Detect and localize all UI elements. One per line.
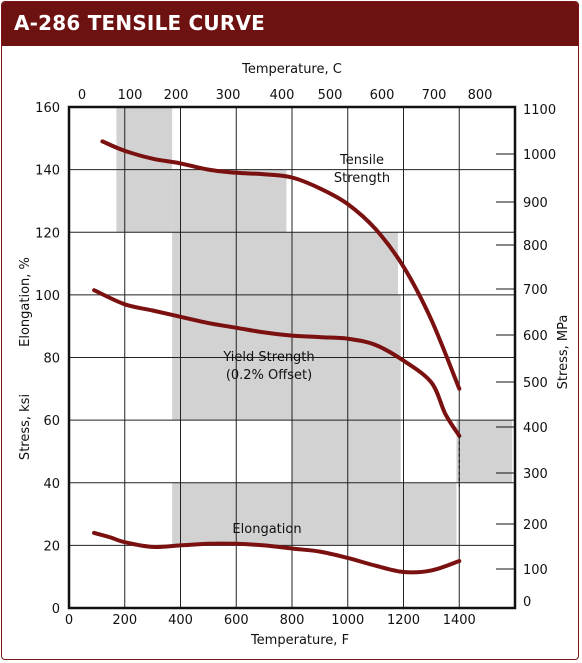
x-top-tick-label: 100 — [118, 88, 143, 103]
shaded-region — [172, 169, 287, 233]
y-left-tick-label: 0 — [52, 602, 60, 617]
y-right-tick-label: 0 — [523, 595, 531, 610]
x-bottom-tick-label: 200 — [112, 613, 137, 628]
y-right-tick-label: 300 — [523, 467, 548, 482]
annotation-tensile-strength: Strength — [334, 171, 390, 186]
y-left-tick-label: 60 — [43, 414, 60, 429]
plot-border — [67, 105, 517, 610]
x-bottom-tick-label: 1400 — [443, 613, 476, 628]
chart-title: A-286 TENSILE CURVE — [14, 11, 266, 35]
annotation-elongation: Elongation — [232, 522, 301, 537]
curves — [92, 139, 462, 575]
annotation-yield-strength: Yield Strength — [222, 350, 314, 365]
y-right-tick-label: 500 — [523, 376, 548, 391]
annotation-yield-strength: (0.2% Offset) — [226, 368, 312, 383]
y-right-tick-label: 200 — [523, 518, 548, 533]
x-bottom-tick-label: 0 — [65, 613, 73, 628]
x-top-tick-label: 500 — [318, 88, 343, 103]
y-left-tick-label: 160 — [35, 101, 60, 116]
x-top-tick-label: 800 — [468, 88, 493, 103]
elongation-curve — [92, 530, 462, 575]
y-left-tick-label: 100 — [35, 289, 60, 304]
y-right-tick-label: 600 — [523, 329, 548, 344]
y-left-axis-title-stress: Stress, ksi — [18, 394, 33, 460]
y-right-axis-title: Stress, MPa — [556, 315, 571, 390]
y-right-tick-label: 400 — [523, 421, 548, 436]
y-right-tick-label: 1100 — [523, 103, 556, 118]
x-bottom-tick-label: 1200 — [387, 613, 420, 628]
x-bottom-tick-label: 400 — [168, 613, 193, 628]
yield-strength-curve — [92, 288, 462, 438]
y-right-tick-label: 100 — [523, 563, 548, 578]
shaded-region — [456, 420, 513, 483]
x-top-tick-label: 200 — [164, 88, 189, 103]
shaded-region — [172, 482, 457, 546]
x-bottom-tick-label: 800 — [280, 613, 305, 628]
x-top-tick-label: 0 — [78, 88, 86, 103]
header-bar: A-286 TENSILE CURVE — [2, 2, 578, 46]
y-left-tick-label: 20 — [43, 539, 60, 554]
x-top-tick-label: 700 — [422, 88, 447, 103]
annotation-tensile-strength: Tensile — [339, 153, 384, 168]
x-bottom-tick-label: 1000 — [331, 613, 364, 628]
x-top-tick-label: 300 — [216, 88, 241, 103]
y-right-tick-label: 800 — [523, 239, 548, 254]
x-bottom-axis-title: Temperature, F — [250, 633, 349, 648]
x-bottom-tick-label: 600 — [224, 613, 249, 628]
tensile-strength-curve — [100, 139, 462, 391]
y-left-tick-label: 140 — [35, 164, 60, 179]
y-right-tick-label: 700 — [523, 283, 548, 298]
x-top-axis-title: Temperature, C — [241, 62, 342, 77]
x-top-tick-label: 600 — [370, 88, 395, 103]
shaded-region — [292, 420, 401, 483]
y-right-tick-label: 900 — [523, 196, 548, 211]
y-left-tick-label: 80 — [43, 352, 60, 367]
shaded-regions — [116, 107, 513, 546]
y-right-tick-label: 1000 — [523, 148, 556, 163]
shaded-region — [172, 232, 398, 295]
x-top-tick-label: 400 — [270, 88, 295, 103]
labels: Tensile Strength Yield Strength (0.2% Offse… — [222, 153, 390, 537]
y-left-axis-title-elongation: Elongation, % — [18, 257, 33, 347]
y-left-tick-label: 120 — [35, 226, 60, 241]
y-left-tick-label: 40 — [43, 477, 60, 492]
